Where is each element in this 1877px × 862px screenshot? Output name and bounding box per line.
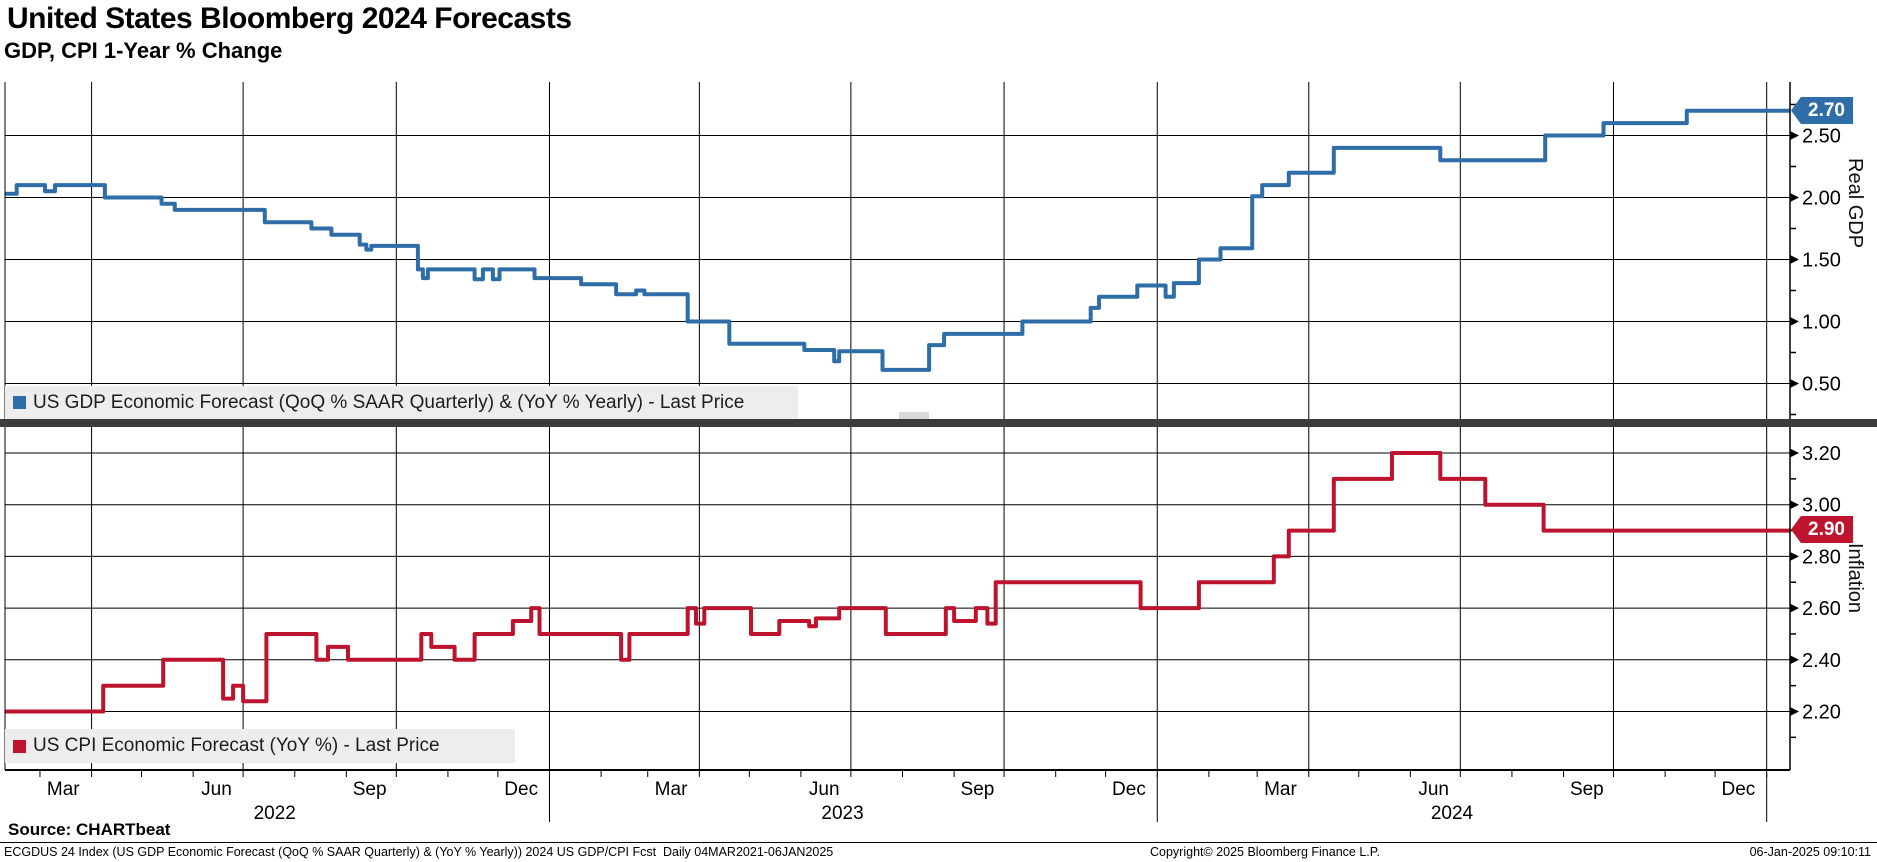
footer-divider xyxy=(0,842,1877,862)
chart-title: United States Bloomberg 2024 Forecasts xyxy=(7,2,572,35)
series-lines xyxy=(5,108,1790,714)
footer-copyright: Copyright© 2025 Bloomberg Finance L.P. xyxy=(1150,845,1380,859)
x-quarter-label: Sep xyxy=(1570,779,1604,800)
x-year-label: 2023 xyxy=(821,803,863,824)
y-tick-label: 1.50 xyxy=(1802,250,1841,272)
y-tick-label: 3.00 xyxy=(1802,495,1841,517)
x-quarter-label: Dec xyxy=(1721,779,1755,800)
y-tick-label: 2.40 xyxy=(1802,650,1841,672)
panel-divider-handle[interactable] xyxy=(899,412,929,419)
chart-subtitle: GDP, CPI 1-Year % Change xyxy=(4,38,283,63)
x-quarter-label: Dec xyxy=(504,779,538,800)
footer-ticker-description: ECGDUS 24 Index (US GDP Economic Forecas… xyxy=(4,845,834,859)
x-quarter-label: Sep xyxy=(961,779,995,800)
y-tick-label: 1.00 xyxy=(1802,312,1841,334)
cpi-legend-label: US CPI Economic Forecast (YoY %) - Last … xyxy=(33,735,440,756)
x-quarter-label: Sep xyxy=(353,779,387,800)
y-tick-arrow xyxy=(1790,255,1799,264)
cpi-series-line xyxy=(5,451,1790,714)
legend-gdp[interactable]: US GDP Economic Forecast (QoQ % SAAR Qua… xyxy=(5,386,798,419)
cpi-axis-title: Inflation xyxy=(1844,543,1866,614)
y-tick-label: 2.60 xyxy=(1802,598,1841,620)
y-tick-label: 2.00 xyxy=(1802,188,1841,210)
y-tick-arrow xyxy=(1790,603,1799,613)
x-year-label: 2022 xyxy=(254,803,296,824)
gdp-series-line xyxy=(5,108,1790,372)
y-tick-arrow xyxy=(1790,500,1799,510)
x-quarter-label: Jun xyxy=(1418,779,1449,800)
gdp-axis-title: Real GDP xyxy=(1844,158,1866,249)
legend-cpi[interactable]: US CPI Economic Forecast (YoY %) - Last … xyxy=(5,729,515,763)
y-tick-label: 0.50 xyxy=(1802,374,1841,396)
footer-timestamp: 06-Jan-2025 09:10:11 xyxy=(1749,845,1871,859)
y-tick-label: 2.50 xyxy=(1802,126,1841,148)
y-tick-arrow xyxy=(1790,193,1799,202)
cpi-legend-swatch xyxy=(13,739,26,753)
y-tick-arrow xyxy=(1790,379,1799,388)
x-quarter-label: Jun xyxy=(201,779,232,800)
source-line: Source: CHARTbeat xyxy=(8,820,171,839)
y-tick-arrow xyxy=(1790,448,1799,458)
y-tick-arrow xyxy=(1790,131,1799,140)
x-quarter-label: Jun xyxy=(809,779,840,800)
gdp-last-price-badge: 2.70 xyxy=(1791,97,1853,124)
y-tick-arrow xyxy=(1790,655,1799,665)
gdp-legend-label: US GDP Economic Forecast (QoQ % SAAR Qua… xyxy=(33,391,745,413)
y-tick-arrow xyxy=(1790,551,1799,561)
gdp-legend-swatch xyxy=(13,396,26,409)
x-quarter-label: Mar xyxy=(655,779,688,800)
y-tick-label: 2.20 xyxy=(1802,702,1841,724)
x-quarter-label: Dec xyxy=(1112,779,1146,800)
x-year-label: 2024 xyxy=(1431,803,1474,824)
y-tick-arrow xyxy=(1790,707,1799,716)
gridlines xyxy=(5,82,1790,770)
x-quarter-label: Mar xyxy=(47,779,80,800)
y-tick-label: 3.20 xyxy=(1802,443,1841,465)
axes: 2.50 2.00 1.50 1.00 0.50 3.20 3.00 2.80 2.60 2.40… xyxy=(4,82,1841,771)
x-quarter-label: Mar xyxy=(1264,779,1297,800)
panel-divider[interactable] xyxy=(0,419,1877,427)
x-axis-labels: Mar Jun Sep Dec Mar Jun Sep Dec Mar Jun Sep Dec 2022… xyxy=(39,770,1768,824)
cpi-last-price-badge: 2.90 xyxy=(1791,516,1853,543)
y-tick-arrow xyxy=(1790,317,1799,326)
y-tick-label: 2.80 xyxy=(1802,546,1841,568)
